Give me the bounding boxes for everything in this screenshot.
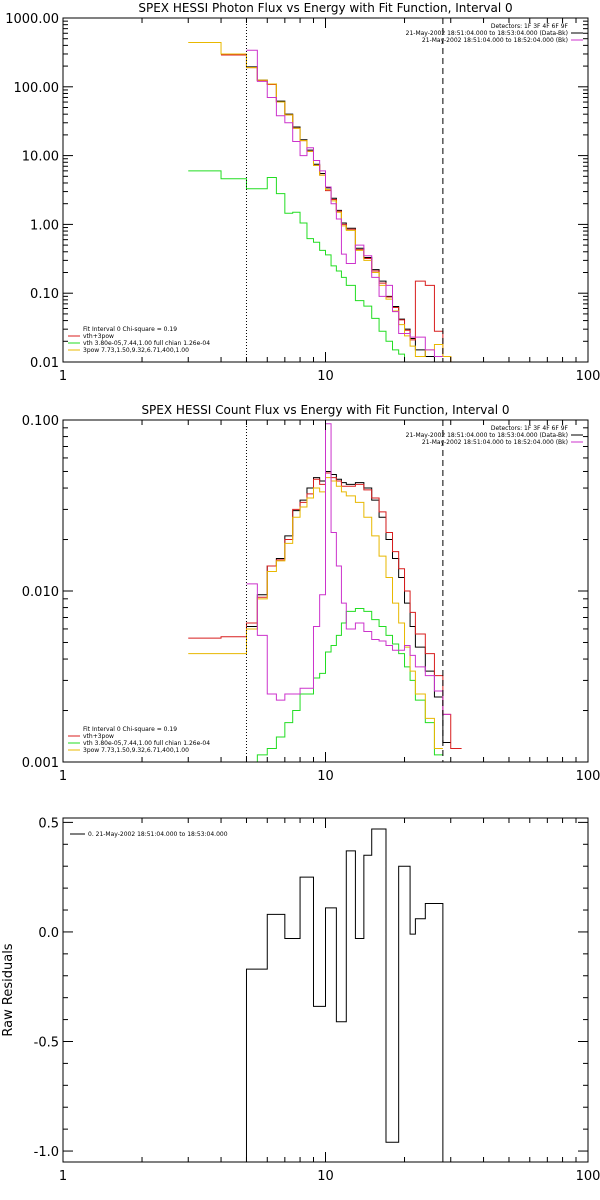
chart-title: SPEX HESSI Photon Flux vs Energy with Fi… (138, 1, 512, 15)
series-line-3 (188, 42, 462, 362)
y-tick-label: 0.01 (30, 356, 59, 371)
y-tick-label: -0.5 (34, 1035, 59, 1050)
series-line-3 (188, 477, 443, 749)
legend-top-entry: Detectors: 1F 3F 4F 6F 9F (491, 23, 569, 30)
plot-area (188, 423, 462, 762)
series-line-2 (188, 170, 416, 362)
legend-top-entry: 21-May-2002 18:51:04.000 to 18:52:04.000… (422, 439, 568, 446)
x-tick-label: 10 (317, 1169, 334, 1184)
x-tick-label: 10 (317, 369, 334, 384)
y-tick-label: 1000.00 (5, 12, 59, 27)
legend-top-entry: 21-May-2002 18:51:04.000 to 18:53:04.000… (406, 30, 568, 37)
y-tick-label: 10.00 (22, 150, 59, 165)
plot-area (188, 42, 462, 362)
y-tick-label: 0.5 (38, 816, 59, 831)
chart-title: SPEX HESSI Count Flux vs Energy with Fit… (141, 403, 509, 417)
chart-2: Raw Residuals 1 10 100 -1.0 -0.5 0.0 0.5 0. 21-M… (1, 816, 600, 1184)
series-line-4 (246, 423, 451, 715)
y-tick-label: 100.00 (14, 81, 60, 96)
series-line-1 (188, 472, 462, 749)
x-tick-label: 10 (317, 769, 334, 784)
legend-bottom-entry: vth+3pow (83, 333, 114, 340)
series-line-4 (246, 49, 443, 358)
y-tick-label: 0.0 (38, 926, 59, 941)
plot-area (245, 828, 444, 1162)
series-line-0 (246, 470, 451, 744)
y-tick-label: 0.001 (22, 756, 59, 771)
y-tick-label: 0.10 (30, 287, 59, 302)
y-tick-label: 1.00 (30, 218, 59, 233)
series-line-0 (245, 828, 444, 1162)
legend-bottom-entry: vth 3.80e-05,7.44,1.00 full chian 1.26e-… (83, 340, 210, 347)
chart-1: SPEX HESSI Count Flux vs Energy with Fit… (22, 403, 600, 784)
legend-top-entry: 21-May-2002 18:51:04.000 to 18:53:04.000… (406, 432, 568, 439)
y-tick-label: 0.010 (22, 585, 59, 600)
legend-entry: 0. 21-May-2002 18:51:04.000 to 18:53:04.… (88, 831, 228, 838)
y-axis-label: Raw Residuals (1, 943, 16, 1036)
x-tick-label: 100 (576, 1169, 600, 1184)
x-tick-label: 1 (59, 1169, 67, 1184)
legend-bottom-entry: Fit Interval 0 Chi-square = 0.19 (83, 726, 177, 733)
series-line-1 (221, 54, 462, 362)
chart-0: SPEX HESSI Photon Flux vs Energy with Fi… (5, 1, 600, 384)
series-line-2 (188, 608, 443, 762)
y-tick-label: 0.100 (22, 414, 59, 429)
x-tick-label: 1 (59, 369, 67, 384)
legend-bottom-entry: 3pow 7.73,1.50,9.32,6.71,400,1.00 (83, 347, 189, 354)
legend-top-entry: Detectors: 1F 3F 4F 6F 9F (491, 425, 569, 432)
x-tick-label: 100 (576, 369, 600, 384)
legend-bottom-entry: vth 3.80e-05,7.44,1.00 full chian 1.26e-… (83, 740, 210, 747)
x-tick-label: 1 (59, 769, 67, 784)
legend-top-entry: 21-May-2002 18:51:04.000 to 18:52:04.000… (422, 37, 568, 44)
legend-bottom-entry: 3pow 7.73,1.50,9.32,6.71,400,1.00 (83, 747, 189, 754)
legend-bottom-entry: vth+3pow (83, 733, 114, 740)
y-tick-label: -1.0 (34, 1145, 59, 1160)
legend-bottom-entry: Fit Interval 0 Chi-square = 0.19 (83, 326, 177, 333)
x-tick-label: 100 (576, 769, 600, 784)
series-line-0 (221, 53, 462, 362)
